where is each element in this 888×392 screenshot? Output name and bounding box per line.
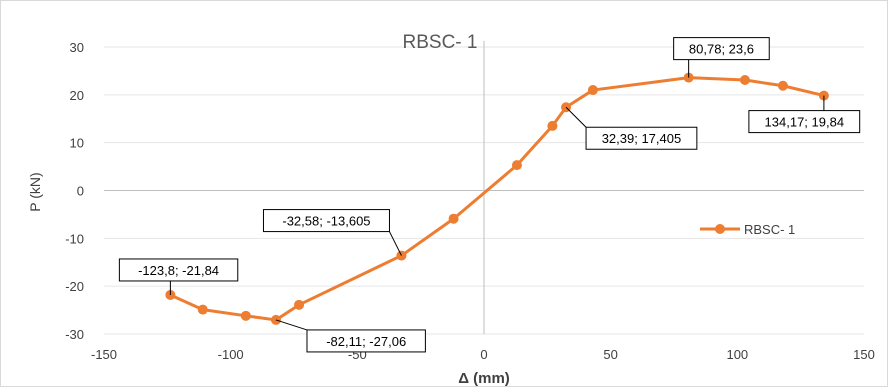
callout-label: -32,58; -13,605 bbox=[282, 214, 370, 229]
y-tick-label: 0 bbox=[77, 184, 84, 199]
x-axis-label: Δ (mm) bbox=[458, 370, 510, 387]
y-tick-label: 20 bbox=[70, 88, 84, 103]
x-tick-label: 100 bbox=[726, 347, 748, 362]
callout-label: 80,78; 23,6 bbox=[689, 42, 754, 57]
callout-label: -82,11; -27,06 bbox=[326, 334, 406, 349]
callout-leader bbox=[565, 106, 587, 128]
data-point bbox=[294, 299, 305, 310]
callout-label: 32,39; 17,405 bbox=[602, 131, 682, 146]
data-point bbox=[197, 304, 208, 315]
callout-label: -123,8; -21,84 bbox=[138, 263, 219, 278]
data-point bbox=[448, 213, 459, 224]
data-callouts: -123,8; -21,84 -82,11; -27,06 -32,58; -13,… bbox=[118, 37, 861, 353]
callout-box bbox=[118, 258, 239, 282]
axes bbox=[104, 41, 864, 334]
y-axis-label: P (kN) bbox=[27, 172, 43, 211]
data-point bbox=[240, 310, 251, 321]
data-point bbox=[511, 160, 522, 171]
y-tick-label: -30 bbox=[65, 327, 84, 342]
y-tick-label: 30 bbox=[70, 40, 84, 55]
data-point bbox=[739, 75, 750, 86]
data-point bbox=[396, 250, 407, 261]
data-point bbox=[547, 120, 558, 131]
x-tick-label: 0 bbox=[480, 347, 487, 362]
callout-box bbox=[585, 126, 698, 150]
y-tick-labels: 30 20 10 0 -10 -20 -30 bbox=[65, 40, 84, 342]
x-tick-label: 150 bbox=[853, 347, 875, 362]
x-tick-label: -150 bbox=[91, 347, 117, 362]
legend-label: RBSC- 1 bbox=[744, 222, 795, 237]
y-tick-label: -10 bbox=[65, 231, 84, 246]
callout-label: 134,17; 19,84 bbox=[765, 115, 845, 130]
legend-marker bbox=[715, 224, 725, 234]
data-point bbox=[777, 80, 788, 91]
legend: RBSC- 1 bbox=[700, 222, 795, 237]
y-tick-label: 10 bbox=[70, 136, 84, 151]
callout-box bbox=[306, 329, 426, 353]
data-point bbox=[587, 85, 598, 96]
y-tick-label: -20 bbox=[65, 279, 84, 294]
chart-title: RBSC- 1 bbox=[403, 32, 478, 53]
callout-leader bbox=[389, 231, 402, 256]
callout-box bbox=[262, 209, 390, 233]
x-tick-label: -100 bbox=[218, 347, 244, 362]
x-tick-label: 50 bbox=[603, 347, 617, 362]
callout-leader bbox=[275, 319, 308, 331]
callout-box bbox=[748, 110, 861, 134]
callout-box bbox=[673, 37, 770, 61]
